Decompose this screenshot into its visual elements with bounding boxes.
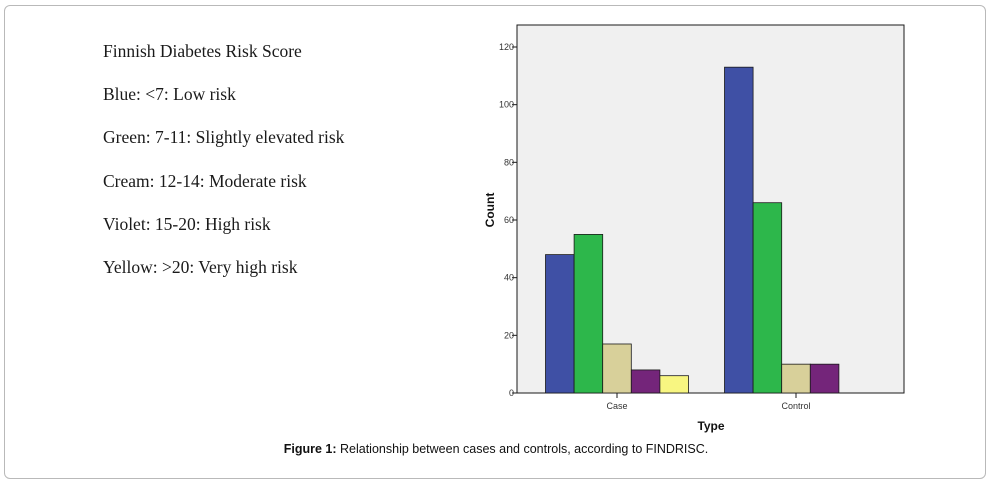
bar-case-1 <box>573 234 604 394</box>
y-tick-label-80: 80 <box>504 157 514 167</box>
bar-case-2 <box>602 343 632 394</box>
x-tick-label-case: Case <box>606 401 627 411</box>
x-axis: Case Control <box>606 393 811 411</box>
caption-label: Figure 1: <box>283 442 337 456</box>
bar-case-4 <box>659 375 689 394</box>
legend-green: Green: 7-11: Slightly elevated risk <box>103 127 345 148</box>
bar-control-0 <box>724 66 754 394</box>
legend-cream: Cream: 12-14: Moderate risk <box>103 170 307 191</box>
figure-caption: Figure 1: Relationship between cases and… <box>0 442 992 456</box>
y-tick-label-40: 40 <box>504 273 514 283</box>
y-axis-title: Count <box>483 193 497 228</box>
y-tick-label-0: 0 <box>509 388 514 398</box>
y-tick-label-100: 100 <box>499 100 514 110</box>
caption-text: Relationship between cases and controls,… <box>336 442 709 456</box>
y-axis: 0 20 40 60 80 100 120 <box>499 42 517 398</box>
bar-case-0 <box>545 254 575 394</box>
bar-control-3 <box>809 363 840 394</box>
bar-control-2 <box>781 363 811 394</box>
bar-group <box>545 66 840 394</box>
bar-case-3 <box>630 369 661 394</box>
x-axis-title: Type <box>697 419 724 433</box>
legend-violet: Violet: 15-20: High risk <box>103 213 271 234</box>
y-tick-label-20: 20 <box>504 330 514 340</box>
risk-score-legend: Finnish Diabetes Risk Score Blue: <7: Lo… <box>103 38 344 297</box>
x-tick-label-control: Control <box>781 401 810 411</box>
y-tick-label-120: 120 <box>499 42 514 52</box>
legend-yellow: Yellow: >20: Very high risk <box>103 256 298 277</box>
legend-title: Finnish Diabetes Risk Score <box>103 41 302 61</box>
legend-blue: Blue: <7: Low risk <box>103 84 236 105</box>
bar-control-1 <box>752 202 783 394</box>
y-tick-label-60: 60 <box>504 215 514 225</box>
